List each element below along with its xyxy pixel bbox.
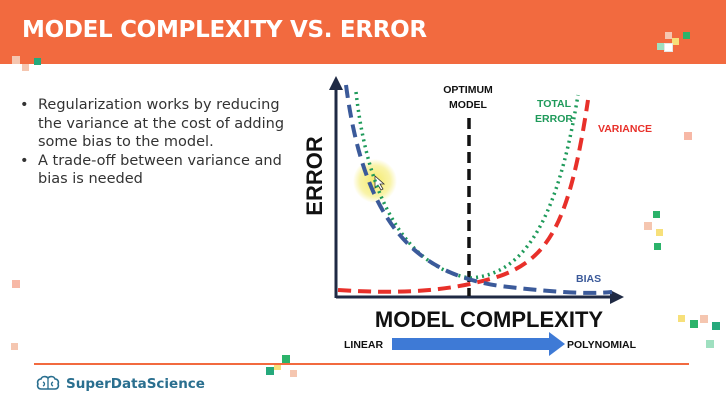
decor-square: [34, 58, 41, 65]
x-axis-label: MODEL COMPLEXITY: [375, 307, 603, 332]
footer-divider: [34, 363, 689, 365]
decor-square: [712, 322, 720, 330]
decor-square: [266, 367, 274, 375]
decor-square: [665, 32, 672, 39]
decor-square: [22, 64, 29, 71]
scale-right-label: POLYNOMIAL: [567, 339, 637, 351]
bias-label: BIAS: [576, 273, 601, 285]
decor-square: [664, 43, 673, 52]
decor-square: [690, 320, 698, 328]
decor-square: [654, 243, 661, 250]
complexity-arrowhead: [549, 332, 565, 356]
decor-square: [672, 38, 679, 45]
mouse-cursor-icon: [374, 175, 386, 191]
decor-square: [290, 370, 297, 377]
variance-label: VARIANCE: [598, 123, 652, 135]
decor-square: [706, 340, 714, 348]
decor-square: [274, 363, 281, 370]
title-bar: MODEL COMPLEXITY VS. ERROR: [0, 0, 726, 64]
y-axis-label: ERROR: [302, 136, 327, 216]
scale-left-label: LINEAR: [344, 339, 384, 351]
decor-square: [656, 229, 663, 236]
complexity-arrow-shaft: [392, 338, 550, 350]
y-axis-arrowhead: [329, 76, 343, 90]
total-error-label-line2: ERROR: [535, 113, 573, 125]
decor-square: [12, 56, 20, 64]
decor-square: [700, 315, 708, 323]
brand-logo: SuperDataScience: [36, 374, 205, 394]
decor-square: [678, 315, 685, 322]
optimum-label-line1: OPTIMUM: [443, 84, 493, 96]
decor-square: [683, 32, 690, 39]
bullet-item: A trade-off between variance and bias is…: [20, 152, 300, 189]
bullet-item: Regularization works by reducing the var…: [20, 96, 300, 152]
decor-square: [684, 132, 692, 140]
optimum-label-line2: MODEL: [449, 99, 488, 111]
brain-icon: [36, 375, 60, 390]
decor-square: [12, 280, 20, 288]
decor-square: [653, 211, 660, 218]
variance-curve: [337, 99, 590, 294]
decor-square: [282, 355, 290, 363]
decor-square: [657, 43, 664, 50]
total-error-label-line1: TOTAL: [537, 98, 572, 110]
decor-square: [11, 343, 18, 350]
slide-title: MODEL COMPLEXITY VS. ERROR: [22, 17, 427, 43]
brand-name: SuperDataScience: [66, 376, 205, 392]
bias-curve: [344, 84, 613, 295]
total-error-curve: [354, 91, 580, 280]
bullet-list: Regularization works by reducing the var…: [20, 96, 300, 189]
x-axis-arrowhead: [610, 290, 624, 304]
decor-square: [644, 222, 652, 230]
